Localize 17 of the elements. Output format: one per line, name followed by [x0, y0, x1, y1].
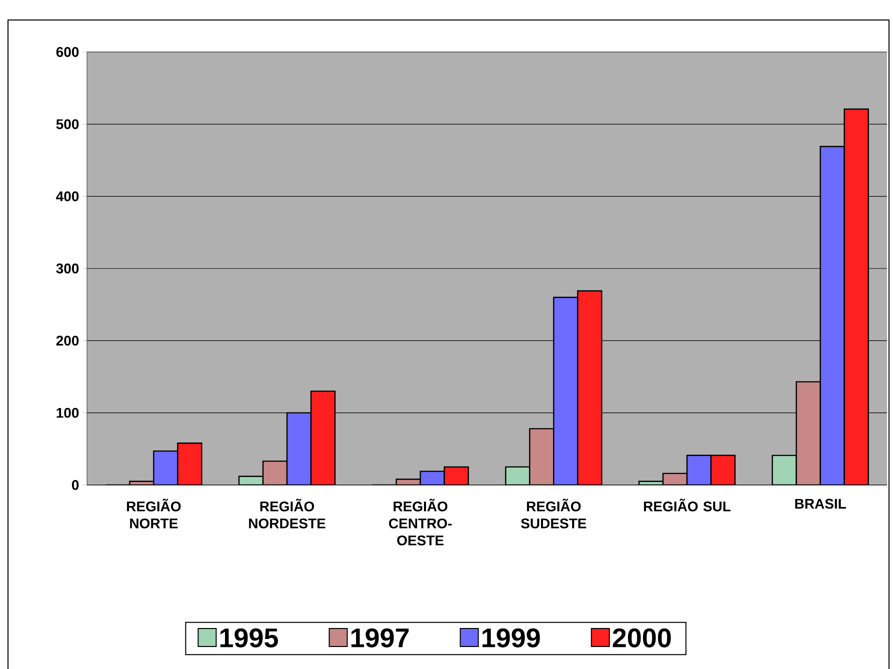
y-tick-label: 400	[56, 191, 79, 202]
y-tick-label: 500	[56, 119, 79, 130]
y-tick-label: 0	[72, 480, 79, 490]
legend-label: 1997	[351, 628, 409, 648]
y-tick-label: 200	[56, 336, 79, 346]
legend-label: 1995	[220, 628, 278, 648]
x-tick-label: REGIÃO NORDESTE	[249, 498, 326, 528]
x-tick-label: REGIÃO SUL	[644, 498, 731, 512]
x-tick-label: REGIÃO CENTRO-OESTE	[389, 498, 452, 546]
y-tick-label: 300	[56, 264, 79, 274]
x-tick-label: REGIÃO SUDESTE	[521, 498, 586, 528]
legend-label: 2000	[612, 628, 671, 648]
x-tick-label: BRASIL	[795, 498, 846, 509]
x-tick-label: REGIÃO NORTE	[126, 498, 181, 528]
legend-label: 1999	[482, 628, 540, 648]
y-tick-label: 600	[56, 47, 79, 57]
y-tick-label: 100	[56, 408, 79, 418]
